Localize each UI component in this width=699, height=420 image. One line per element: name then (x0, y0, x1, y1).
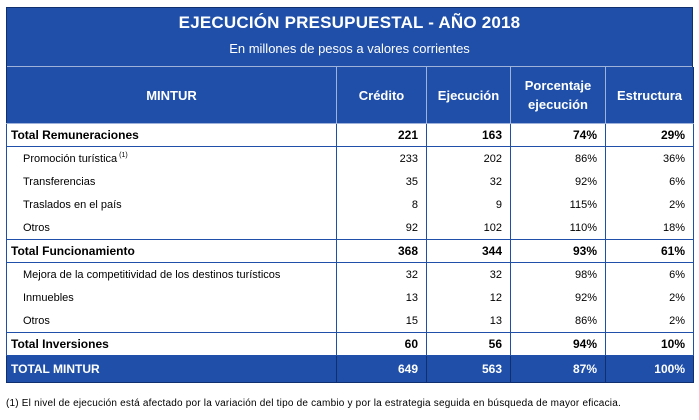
row-label: Total Inversiones (6, 332, 337, 356)
cell-estructura: 10% (605, 332, 694, 356)
col-header-entity: MINTUR (6, 67, 337, 124)
table-row: Otros 92 102 110% 18% (6, 216, 694, 240)
footnote: (1) El nivel de ejecución está afectado … (6, 398, 621, 409)
table-body: Total Remuneraciones 221 163 74% 29% Pro… (6, 123, 694, 383)
cell-credito: 15 (336, 309, 427, 333)
cell-porcentaje: 92% (510, 286, 606, 309)
table-row-total-mintur: TOTAL MINTUR 649 563 87% 100% (6, 355, 694, 383)
row-label: Total Remuneraciones (6, 123, 337, 147)
col-header-estructura: Estructura (605, 67, 694, 124)
row-label: Transferencias (6, 170, 337, 193)
cell-porcentaje: 86% (510, 309, 606, 333)
budget-table: MINTUR Crédito Ejecución Porcentaje ejec… (6, 67, 694, 383)
col-header-porcentaje: Porcentaje ejecución (510, 67, 606, 124)
cell-credito: 8 (336, 193, 427, 216)
row-label: Otros (6, 309, 337, 333)
cell-credito: 221 (336, 123, 427, 147)
col-header-porcentaje-line2: ejecución (528, 97, 588, 112)
table-subtitle: En millones de pesos a valores corriente… (7, 36, 692, 67)
header-row: MINTUR Crédito Ejecución Porcentaje ejec… (6, 67, 694, 124)
table-row-total-remuneraciones: Total Remuneraciones 221 163 74% 29% (6, 123, 694, 147)
cell-credito: 60 (336, 332, 427, 356)
cell-estructura: 18% (605, 216, 694, 240)
cell-credito: 13 (336, 286, 427, 309)
table-row: Traslados en el país 8 9 115% 2% (6, 193, 694, 216)
cell-estructura: 6% (605, 170, 694, 193)
cell-estructura: 100% (605, 355, 694, 383)
footnote-marker: (1) (119, 152, 128, 159)
cell-ejecucion: 563 (426, 355, 511, 383)
cell-ejecucion: 344 (426, 239, 511, 263)
cell-estructura: 29% (605, 123, 694, 147)
cell-ejecucion: 202 (426, 146, 511, 170)
cell-ejecucion: 13 (426, 309, 511, 333)
cell-porcentaje: 92% (510, 170, 606, 193)
table-title: EJECUCIÓN PRESUPUESTAL - AÑO 2018 (178, 13, 521, 32)
col-header-ejecucion: Ejecución (426, 67, 511, 124)
cell-porcentaje: 98% (510, 262, 606, 286)
row-label: Otros (6, 216, 337, 240)
budget-table-container: EJECUCIÓN PRESUPUESTAL - AÑO 2018 En mil… (6, 7, 694, 383)
row-label: Traslados en el país (6, 193, 337, 216)
row-label: Promoción turística (23, 153, 118, 165)
cell-estructura: 2% (605, 193, 694, 216)
cell-ejecucion: 32 (426, 262, 511, 286)
cell-credito: 35 (336, 170, 427, 193)
cell-estructura: 36% (605, 146, 694, 170)
cell-credito: 233 (336, 146, 427, 170)
cell-estructura: 6% (605, 262, 694, 286)
cell-credito: 92 (336, 216, 427, 240)
cell-porcentaje: 93% (510, 239, 606, 263)
cell-porcentaje: 74% (510, 123, 606, 147)
row-label: Total Funcionamiento (6, 239, 337, 263)
row-label: TOTAL MINTUR (6, 355, 337, 383)
cell-porcentaje: 94% (510, 332, 606, 356)
table-row-total-inversiones: Total Inversiones 60 56 94% 10% (6, 332, 694, 356)
cell-estructura: 2% (605, 309, 694, 333)
table-row-total-funcionamiento: Total Funcionamiento 368 344 93% 61% (6, 239, 694, 263)
cell-credito: 32 (336, 262, 427, 286)
table-row: Mejora de la competitividad de los desti… (6, 262, 694, 286)
table-row: Transferencias 35 32 92% 6% (6, 170, 694, 193)
cell-estructura: 2% (605, 286, 694, 309)
table-row: Inmuebles 13 12 92% 2% (6, 286, 694, 309)
cell-ejecucion: 9 (426, 193, 511, 216)
row-label-cell: Promoción turística (1) (6, 146, 337, 170)
table-banner: EJECUCIÓN PRESUPUESTAL - AÑO 2018 En mil… (6, 7, 693, 67)
row-label: Inmuebles (6, 286, 337, 309)
cell-estructura: 61% (605, 239, 694, 263)
cell-porcentaje: 110% (510, 216, 606, 240)
cell-porcentaje: 87% (510, 355, 606, 383)
cell-ejecucion: 12 (426, 286, 511, 309)
cell-porcentaje: 115% (510, 193, 606, 216)
cell-credito: 649 (336, 355, 427, 383)
cell-ejecucion: 163 (426, 123, 511, 147)
table-row: Promoción turística (1) 233 202 86% 36% (6, 146, 694, 170)
cell-ejecucion: 102 (426, 216, 511, 240)
cell-ejecucion: 32 (426, 170, 511, 193)
cell-porcentaje: 86% (510, 146, 606, 170)
row-label: Mejora de la competitividad de los desti… (6, 262, 337, 286)
col-header-credito: Crédito (336, 67, 427, 124)
cell-ejecucion: 56 (426, 332, 511, 356)
col-header-porcentaje-line1: Porcentaje (524, 78, 592, 93)
table-row: Otros 15 13 86% 2% (6, 309, 694, 333)
cell-credito: 368 (336, 239, 427, 263)
